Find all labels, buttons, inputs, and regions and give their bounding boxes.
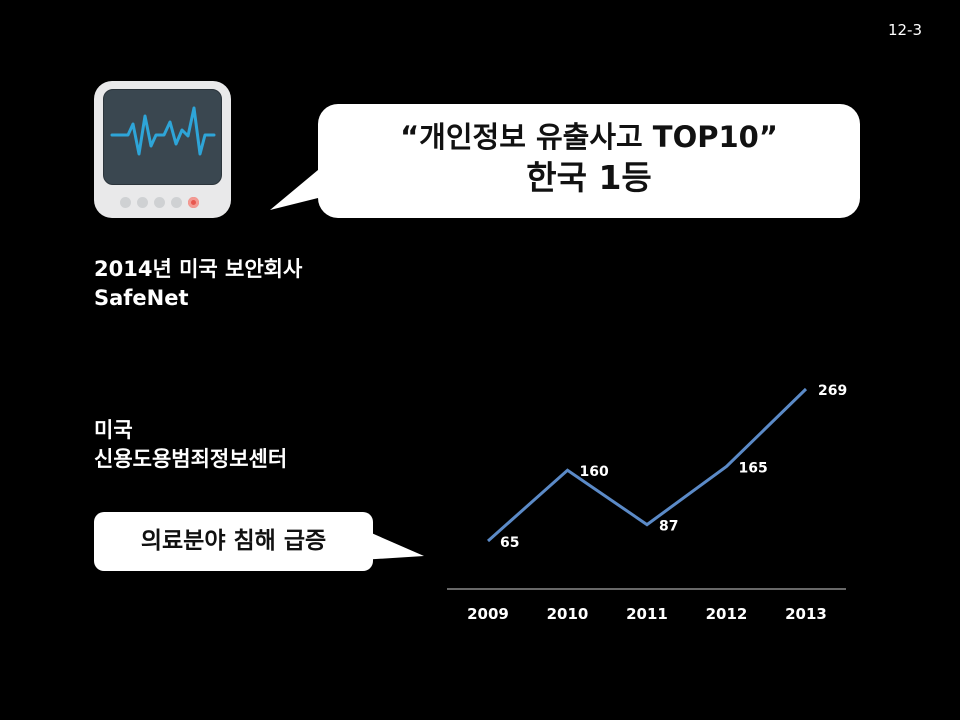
monitor-alarm-dot	[188, 197, 199, 208]
speech-bubble-rank: 한국 1등	[526, 158, 652, 197]
agency-caption: 미국 신용도용범죄정보센터	[94, 416, 287, 474]
monitor-dot	[171, 197, 182, 208]
monitor-screen	[103, 89, 222, 185]
data-label: 160	[580, 464, 609, 480]
x-tick-label: 2013	[785, 605, 827, 623]
speech-bubble: “개인정보 유출사고 TOP10” 한국 1등	[318, 104, 860, 218]
data-label: 65	[500, 535, 519, 551]
data-label: 165	[739, 460, 768, 476]
x-tick-label: 2010	[547, 605, 589, 623]
agency-caption-line2: 신용도용범죄정보센터	[94, 447, 288, 471]
page-number: 12-3	[887, 21, 922, 39]
data-label: 269	[818, 383, 847, 399]
heartbeat-wave-icon	[110, 106, 216, 156]
x-tick-label: 2009	[467, 605, 509, 623]
data-label: 87	[659, 519, 678, 535]
x-tick-label: 2012	[706, 605, 748, 623]
monitor-dot	[154, 197, 165, 208]
agency-caption-line1: 미국	[94, 418, 133, 442]
x-tick-label: 2011	[626, 605, 668, 623]
monitor-dot	[120, 197, 131, 208]
source-caption-line1: 2014년 미국 보안회사	[94, 257, 303, 281]
source-caption: 2014년 미국 보안회사 SafeNet	[94, 255, 302, 313]
heart-rate-monitor-icon	[94, 81, 231, 218]
speech-bubble-headline: “개인정보 유출사고 TOP10”	[400, 120, 778, 154]
series-line	[487, 387, 808, 543]
source-caption-line2: SafeNet	[94, 286, 189, 310]
monitor-buttons	[120, 197, 199, 208]
callout-bubble: 의료분야 침해 급증	[94, 512, 373, 571]
monitor-dot	[137, 197, 148, 208]
